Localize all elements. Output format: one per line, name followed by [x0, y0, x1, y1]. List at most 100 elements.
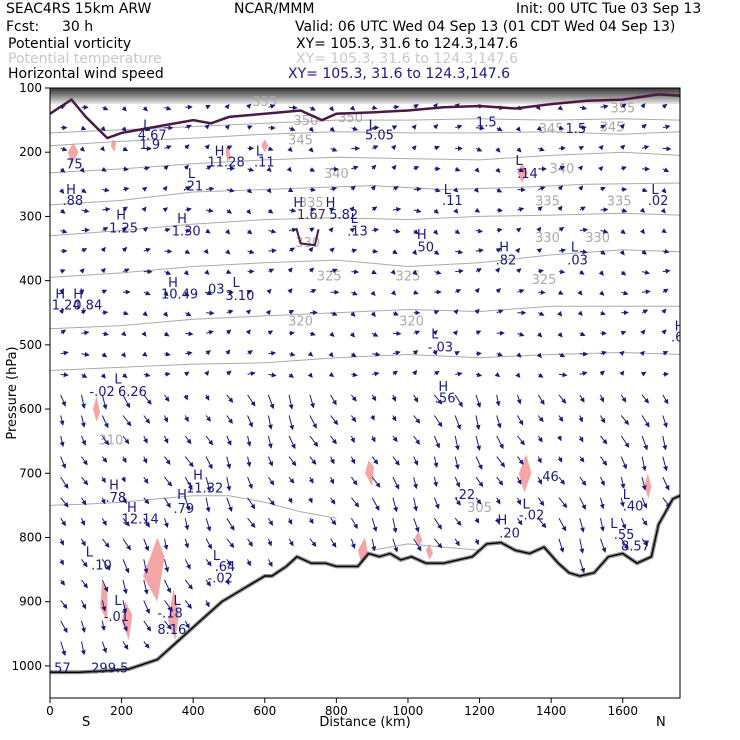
wind-vector-25 [60, 620, 68, 634]
wind-vector-26 [60, 641, 67, 656]
wind-vector-660 [639, 228, 645, 235]
wind-vector-427 [412, 369, 418, 376]
wind-vector-442 [432, 229, 438, 235]
wind-vector-507 [496, 207, 504, 213]
wind-vector-233 [226, 538, 235, 549]
wind-vector-473 [454, 415, 462, 430]
wind-vector-200 [204, 370, 210, 376]
wind-vector-438 [434, 145, 440, 151]
wind-vector-167 [185, 228, 192, 234]
wind-vector-19 [60, 497, 69, 508]
wind-vector-40 [81, 373, 88, 378]
wind-vector-627 [600, 456, 608, 466]
theta-label-335-2: 335 [607, 195, 632, 210]
wind-vector-649 [620, 456, 627, 470]
wind-vector-344 [329, 476, 335, 485]
wind-vector-612 [598, 144, 604, 151]
wind-vector-521 [495, 497, 501, 505]
wind-vector-77 [101, 579, 109, 593]
high-marker-27: H [116, 209, 126, 224]
wind-vector-475 [454, 456, 460, 470]
wind-vector-574 [557, 290, 564, 295]
wind-vector-171 [185, 311, 192, 317]
wind-vector-255 [247, 497, 256, 510]
wind-vector-347 [330, 538, 337, 548]
theta-label-350-1: 350 [338, 111, 363, 126]
wind-vector-409 [392, 456, 400, 466]
pv-shaded-area-5 [93, 396, 101, 422]
wind-vector-640 [620, 270, 627, 276]
wind-vector-360 [350, 352, 357, 358]
wind-vector-465 [455, 249, 464, 255]
wind-vector-607 [579, 518, 585, 533]
wind-vector-169 [183, 270, 189, 276]
wind-vector-107 [122, 641, 129, 650]
wind-vector-128 [143, 517, 150, 528]
wind-vector-307 [309, 167, 316, 172]
wind-vector-108 [142, 106, 148, 112]
wind-vector-139 [162, 185, 168, 192]
wind-vector-147 [164, 351, 171, 357]
wind-vector-381 [371, 332, 379, 337]
x-tick-label-5: 1000 [393, 704, 424, 718]
wind-vector-274 [267, 415, 273, 430]
wind-vector-489 [474, 287, 480, 294]
wind-vector-214 [226, 145, 233, 151]
wind-vector-454 [433, 476, 439, 488]
wind-vector-232 [226, 517, 235, 531]
wind-vector-518 [496, 435, 504, 450]
value-label-34: .50 [413, 241, 434, 256]
wind-vector-160 [164, 620, 172, 630]
wind-vector-485 [474, 207, 481, 213]
wind-vector-405 [392, 370, 398, 376]
wind-vector-291 [287, 288, 293, 294]
wind-vector-536 [515, 372, 521, 378]
wind-vector-413 [392, 538, 399, 553]
wind-vector-36 [79, 289, 85, 295]
high-marker-48: H [675, 320, 685, 335]
wind-vector-573 [558, 269, 566, 275]
wind-vector-327 [329, 126, 335, 133]
wind-vector-471 [455, 371, 463, 377]
wind-vector-197 [206, 310, 215, 316]
wind-vector-123 [143, 415, 150, 424]
wind-vector-91 [122, 310, 129, 316]
wind-vector-541 [516, 476, 522, 485]
wind-vector-382 [372, 351, 381, 357]
wind-vector-512 [496, 309, 504, 315]
wind-vector-159 [164, 600, 173, 612]
value-label-20: .11 [442, 194, 463, 209]
wind-vector-105 [122, 600, 128, 614]
wind-vector-403 [392, 331, 402, 337]
wind-vector-296 [288, 394, 294, 410]
wind-vector-582 [557, 456, 563, 463]
wind-vector-623 [599, 370, 605, 376]
pv-shaded-area-15 [644, 473, 652, 499]
wind-vector-156 [163, 538, 169, 551]
wind-vector-437 [432, 124, 439, 130]
wind-vector-353 [349, 206, 355, 212]
wind-vector-401 [390, 290, 397, 296]
wind-vector-315 [309, 331, 316, 337]
wind-vector-356 [351, 269, 360, 275]
wind-vector-236 [245, 103, 252, 109]
wind-vector-283 [288, 126, 296, 131]
wind-vector-148 [164, 371, 171, 377]
wind-vector-581 [556, 435, 562, 442]
value-label-66: 46 [542, 470, 559, 485]
pv-closed-contour [295, 227, 320, 247]
wind-vector-131 [143, 579, 149, 595]
wind-vector-391 [371, 538, 377, 552]
wind-vector-622 [600, 350, 607, 356]
wind-vector-184 [184, 579, 193, 590]
wind-vector-602 [578, 415, 584, 423]
wind-vector-580 [558, 415, 564, 423]
wind-vector-620 [600, 310, 606, 316]
wind-vector-586 [558, 538, 565, 553]
wind-vector-277 [267, 476, 275, 486]
wind-vector-343 [329, 456, 335, 465]
wind-vector-318 [309, 394, 315, 409]
wind-vector-102 [122, 538, 131, 551]
wind-vector-673 [641, 497, 648, 509]
wind-vector-361 [351, 372, 358, 378]
